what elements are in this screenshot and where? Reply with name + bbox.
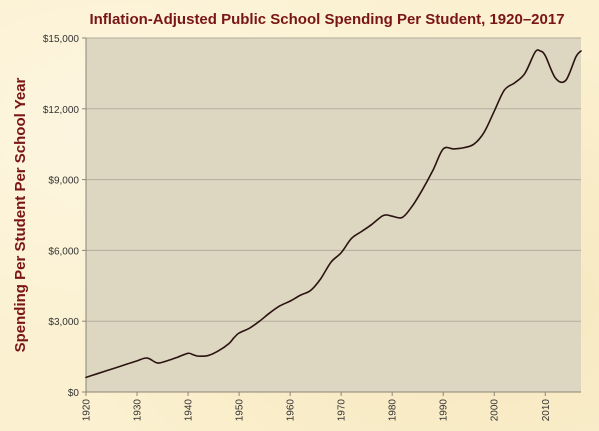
y-tick-label: $15,000: [43, 34, 80, 45]
x-tick-label: 1920: [82, 399, 93, 422]
y-tick-label: $6,000: [48, 246, 79, 257]
x-tick-label: 2010: [541, 399, 552, 422]
y-ticks: $0 $3,000 $6,000 $9,000 $12,000 $15,000: [43, 34, 86, 399]
x-tick-label: 1930: [133, 399, 144, 422]
x-tick-label: 1990: [439, 399, 450, 422]
x-tick-label: 1940: [184, 399, 195, 422]
y-axis-label: Spending Per Student Per School Year: [12, 77, 29, 352]
x-tick-label: 1970: [337, 399, 348, 422]
chart-title: Inflation-Adjusted Public School Spendin…: [89, 11, 564, 28]
y-tick-label: $9,000: [48, 176, 79, 187]
y-tick-label: $3,000: [48, 317, 79, 328]
spending-line: [85, 49, 582, 379]
x-tick-label: 1980: [388, 399, 399, 422]
x-tick-label: 1960: [286, 399, 297, 422]
y-tick-label: $0: [68, 388, 80, 399]
x-ticks: 1920 1930 1940 1950 1960 1970 1980 1990 2000 2010: [82, 392, 552, 421]
x-tick-label: 2000: [490, 399, 501, 422]
y-tick-label: $12,000: [43, 105, 80, 116]
gridlines: [86, 37, 581, 322]
plot-area: [86, 38, 581, 392]
x-tick-label: 1950: [235, 399, 246, 422]
